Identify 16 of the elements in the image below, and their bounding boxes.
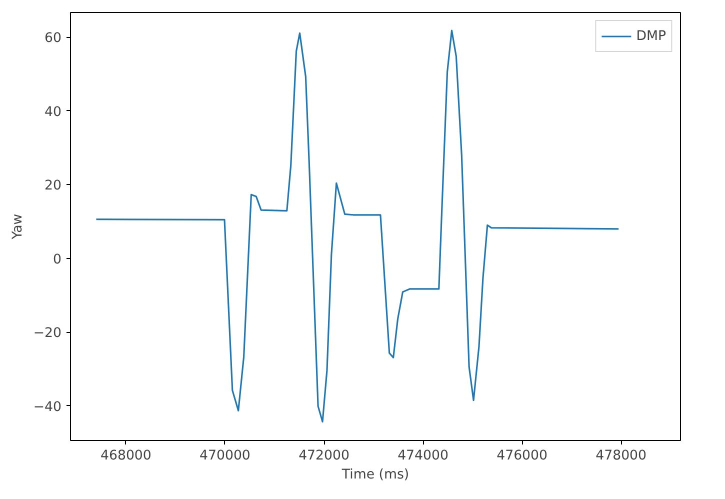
x-tick-label: 470000 bbox=[200, 448, 250, 464]
y-tick-label: −40 bbox=[33, 400, 62, 415]
x-tick-label: 478000 bbox=[596, 448, 647, 464]
x-axis-title: Time (ms) bbox=[340, 468, 410, 482]
x-tick-label: 468000 bbox=[100, 448, 152, 464]
y-axis-title: Yaw bbox=[10, 214, 26, 240]
y-tick-label: 60 bbox=[44, 31, 62, 46]
line-series bbox=[95, 30, 620, 422]
y-tick-label: 40 bbox=[44, 104, 62, 120]
x-tick-label: 472000 bbox=[298, 448, 350, 464]
y-tick-label: −20 bbox=[33, 326, 62, 342]
y-tick-label: 0 bbox=[53, 252, 62, 268]
x-tick-label: 476000 bbox=[496, 448, 548, 464]
legend-label: DMP bbox=[636, 28, 666, 44]
y-tick-label: 20 bbox=[44, 178, 62, 194]
x-tick-label: 474000 bbox=[398, 448, 448, 464]
